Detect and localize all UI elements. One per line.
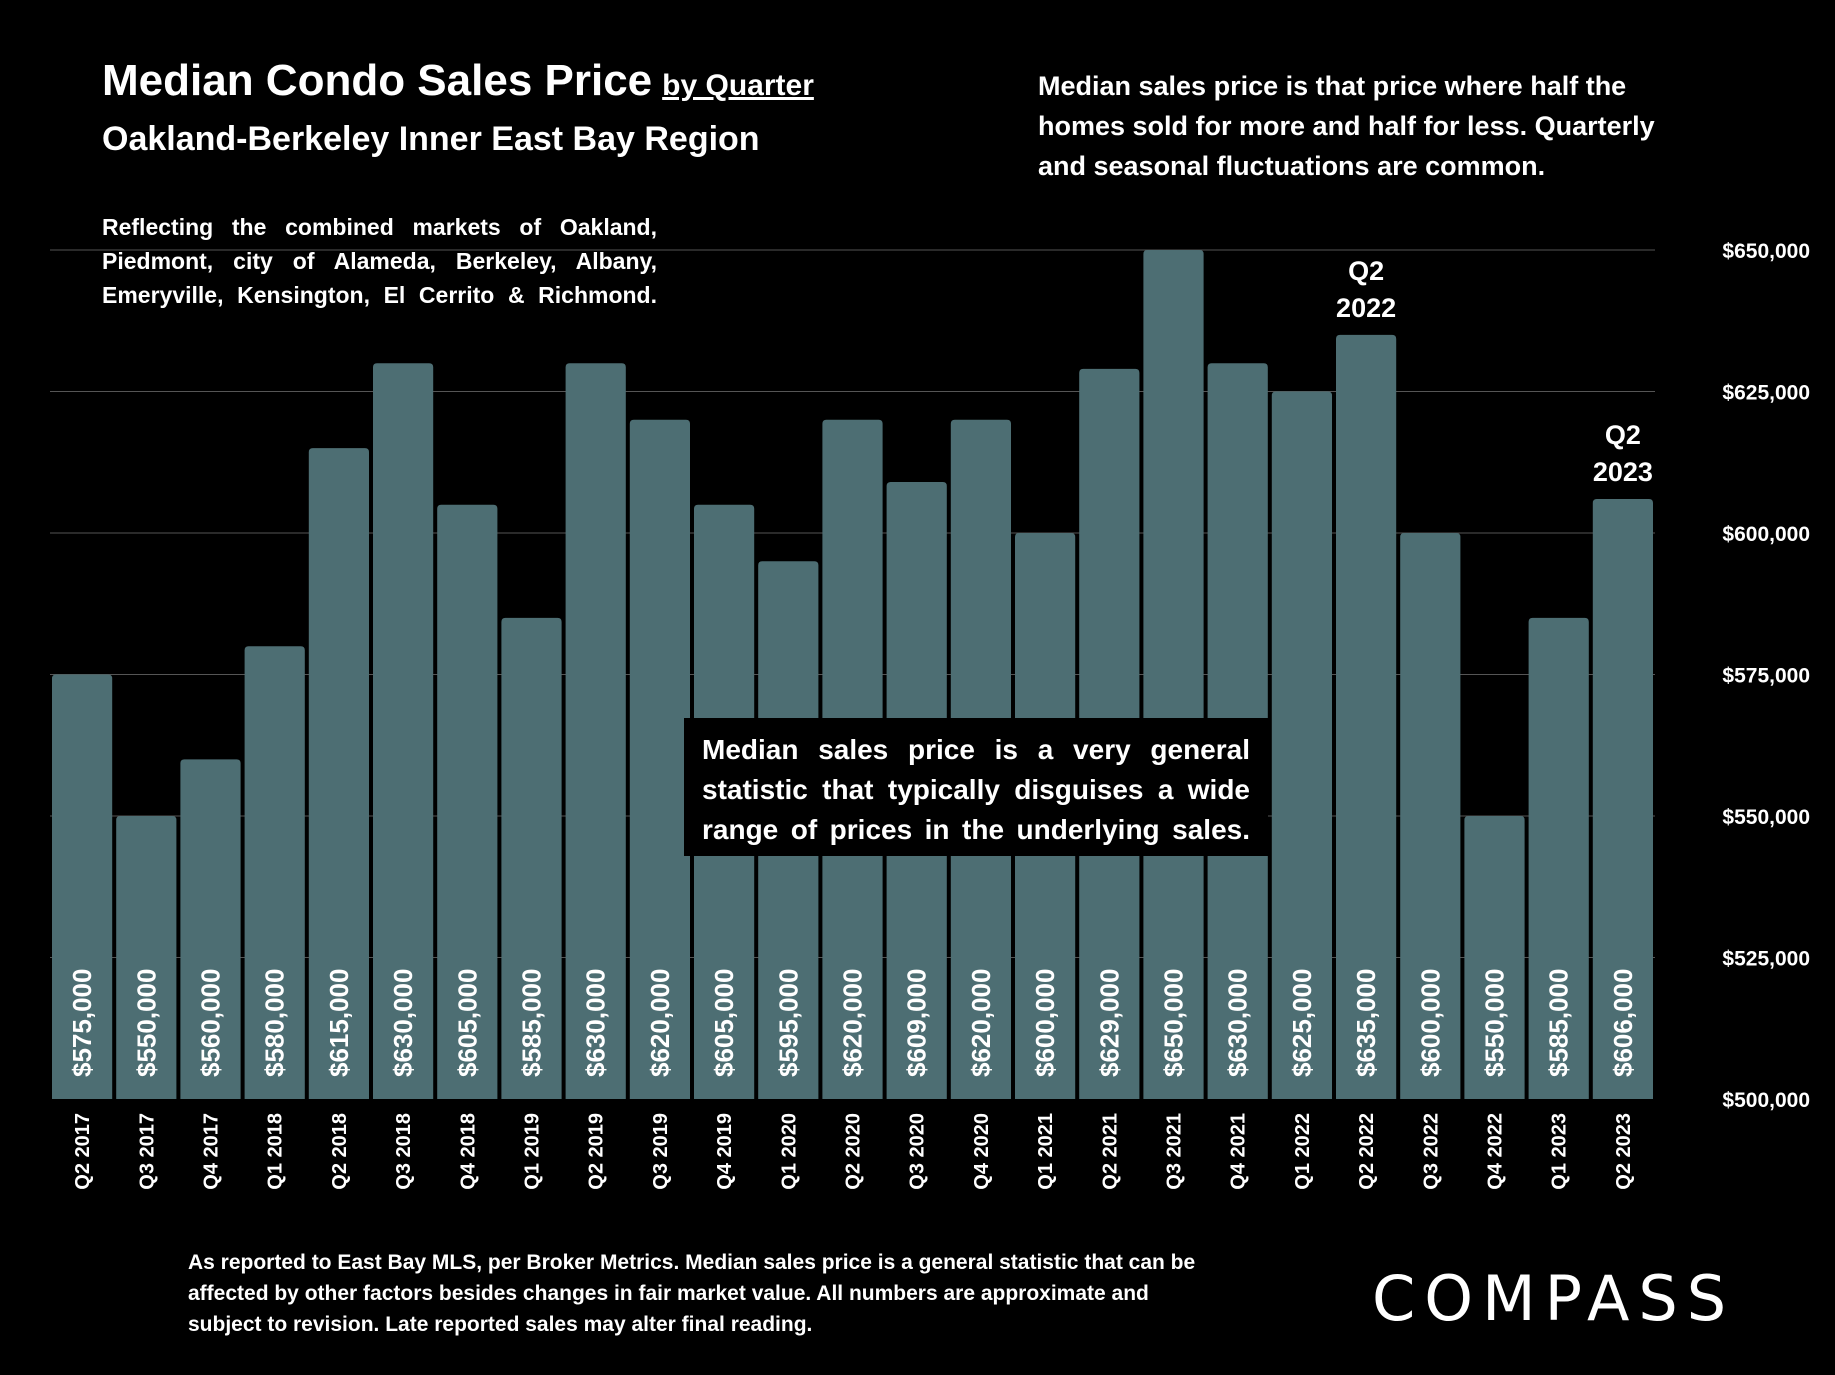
x-tick-label: Q1 2023: [1549, 1113, 1571, 1190]
x-tick-label: Q2 2017: [72, 1113, 94, 1190]
disclaimer-box: Median sales price is a very general sta…: [684, 718, 1268, 856]
title-block: Median Condo Sales Price by Quarter Oakla…: [102, 54, 814, 165]
bar-value-label: $635,000: [1351, 969, 1381, 1077]
x-tick-label: Q4 2020: [971, 1113, 993, 1190]
bar-value-label: $575,000: [67, 969, 97, 1077]
bar: [1592, 499, 1653, 1099]
y-tick-label: $575,000: [1722, 665, 1810, 688]
x-tick-label: Q1 2019: [522, 1113, 544, 1190]
bar: [1336, 334, 1397, 1099]
bar-value-label: $585,000: [517, 969, 547, 1077]
chart-title: Median Condo Sales Price: [102, 56, 653, 105]
bar-value-label: $560,000: [196, 969, 226, 1077]
bar: [437, 504, 498, 1099]
bar-callout-label: 2023: [1593, 457, 1653, 487]
bar-value-label: $620,000: [645, 969, 675, 1077]
bar-value-label: $625,000: [1287, 969, 1317, 1077]
region-note-line: Piedmont, city of Alameda, Berkeley, Alb…: [102, 248, 657, 274]
bar-callout-label: Q2: [1348, 256, 1384, 286]
x-tick-label: Q1 2020: [778, 1113, 800, 1190]
bar: [1271, 391, 1332, 1099]
x-tick-label: Q1 2018: [265, 1113, 287, 1190]
chart-title-suffix: by Quarter: [662, 69, 814, 102]
bar-value-label: $550,000: [131, 969, 161, 1077]
y-tick-label: $650,000: [1722, 240, 1810, 263]
bar-value-label: $615,000: [324, 969, 354, 1077]
bar: [373, 363, 434, 1099]
region-note-line: Reflecting the combined markets of Oakla…: [102, 214, 657, 240]
bar: [629, 419, 690, 1099]
x-tick-label: Q2 2019: [586, 1113, 608, 1190]
bar-value-label: $609,000: [902, 969, 932, 1077]
bar: [180, 759, 241, 1099]
bar-value-label: $550,000: [1480, 969, 1510, 1077]
compass-logo: COMPASS: [1372, 1262, 1736, 1335]
x-tick-label: Q3 2020: [907, 1113, 929, 1190]
y-tick-label: $550,000: [1722, 806, 1810, 829]
bar-value-label: $580,000: [260, 969, 290, 1077]
footer-note: As reported to East Bay MLS, per Broker …: [188, 1251, 1196, 1336]
region-note-line: Emeryville, Kensington, El Cerrito & Ric…: [102, 282, 657, 308]
bar: [501, 617, 562, 1099]
y-tick-label: $500,000: [1722, 1089, 1810, 1112]
bar-value-label: $605,000: [709, 969, 739, 1077]
bar-value-label: $600,000: [1415, 969, 1445, 1077]
bar: [52, 674, 113, 1099]
bar-value-label: $620,000: [838, 969, 868, 1077]
bar-value-label: $630,000: [1223, 969, 1253, 1077]
x-tick-label: Q3 2022: [1420, 1113, 1442, 1190]
bar-value-label: $600,000: [1030, 969, 1060, 1077]
x-tick-label: Q2 2023: [1613, 1113, 1635, 1190]
x-tick-label: Q4 2019: [714, 1113, 736, 1190]
x-tick-label: Q2 2021: [1099, 1113, 1121, 1190]
bar: [1464, 816, 1525, 1099]
y-tick-label: $600,000: [1722, 523, 1810, 546]
x-tick-label: Q4 2021: [1228, 1113, 1250, 1190]
bar-value-label: $650,000: [1159, 969, 1189, 1077]
bar-value-label: $620,000: [966, 969, 996, 1077]
x-tick-label: Q1 2021: [1035, 1113, 1057, 1190]
bar-value-label: $606,000: [1608, 969, 1638, 1077]
x-tick-label: Q2 2020: [843, 1113, 865, 1190]
bar: [1143, 250, 1204, 1099]
x-tick-label: Q3 2017: [136, 1113, 158, 1190]
x-tick-label: Q2 2022: [1356, 1113, 1378, 1190]
definition-note: Median sales price is that price where h…: [1038, 71, 1655, 181]
bar: [244, 646, 305, 1099]
region-note: Reflecting the combined markets of Oakla…: [102, 210, 657, 312]
x-tick-label: Q1 2022: [1292, 1113, 1314, 1190]
chart-title-line: Median Condo Sales Price by Quarter: [102, 54, 814, 113]
bar-callout-label: Q2: [1605, 420, 1641, 450]
x-tick-label: Q4 2018: [457, 1113, 479, 1190]
bar: [565, 363, 626, 1099]
y-tick-label: $625,000: [1722, 382, 1810, 405]
bar-value-label: $605,000: [452, 969, 482, 1077]
bar: [308, 448, 369, 1100]
bar-value-label: $585,000: [1544, 969, 1574, 1077]
bar: [116, 816, 177, 1099]
bar-value-label: $630,000: [581, 969, 611, 1077]
x-tick-label: Q3 2021: [1164, 1113, 1186, 1190]
x-tick-label: Q3 2018: [393, 1113, 415, 1190]
bar-value-label: $630,000: [388, 969, 418, 1077]
bar-value-label: $629,000: [1094, 969, 1124, 1077]
x-tick-label: Q4 2022: [1485, 1113, 1507, 1190]
x-tick-label: Q3 2019: [650, 1113, 672, 1190]
y-tick-label: $525,000: [1722, 948, 1810, 971]
bar-callout-label: 2022: [1336, 293, 1396, 323]
bar-value-label: $595,000: [773, 969, 803, 1077]
bar: [1528, 617, 1589, 1099]
bar: [1400, 533, 1461, 1099]
chart-subtitle: Oakland-Berkeley Inner East Bay Region: [102, 120, 760, 158]
x-tick-label: Q2 2018: [329, 1113, 351, 1190]
x-tick-label: Q4 2017: [201, 1113, 223, 1190]
